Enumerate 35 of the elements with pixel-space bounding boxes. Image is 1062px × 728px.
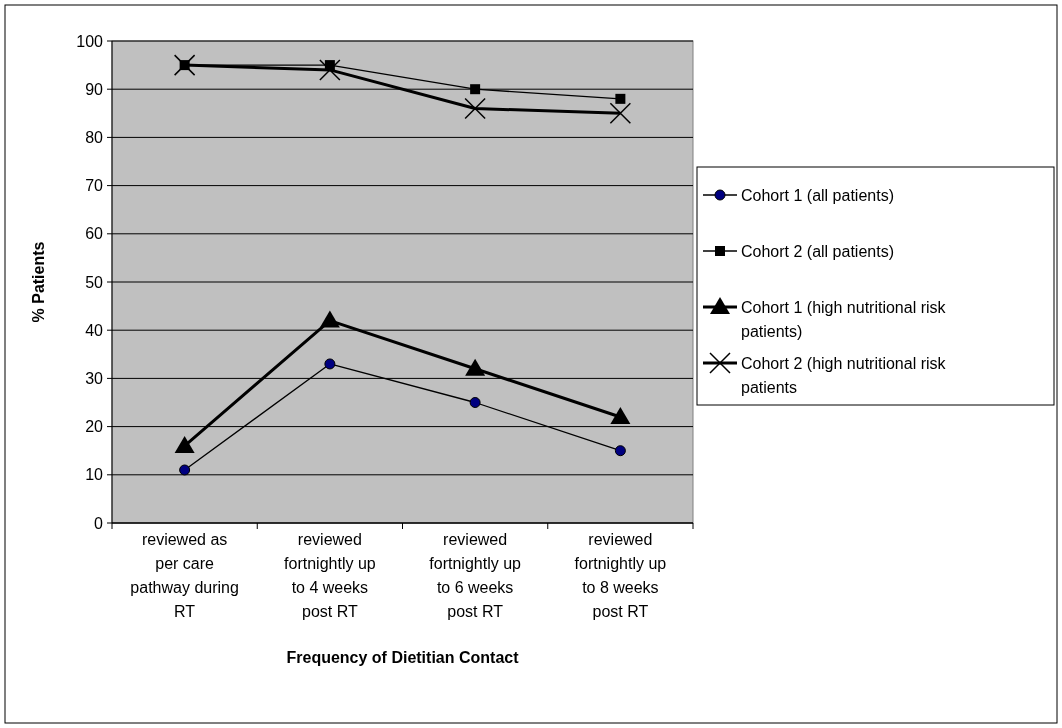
y-axis-title: % Patients <box>30 241 47 323</box>
legend-label: Cohort 2 (high nutritional risk patients <box>741 354 947 396</box>
legend-label: Cohort 1 (high nutritional risk patients) <box>741 298 947 340</box>
y-tick-label: 90 <box>85 80 104 98</box>
point <box>610 406 631 424</box>
legend-label: Cohort 2 (all patients) <box>741 242 894 260</box>
y-tick-label: 60 <box>85 225 104 243</box>
y-tick-label: 100 <box>76 32 104 50</box>
point <box>615 93 626 104</box>
point <box>173 54 196 76</box>
y-tick-label: 70 <box>85 177 104 195</box>
x-tick-label: reviewed fortnightly up to 8 weeks post RT <box>574 531 667 620</box>
point <box>464 97 486 120</box>
point <box>609 102 632 125</box>
y-tick-label: 10 <box>85 466 104 484</box>
x-tick-label: reviewed fortnightly up to 6 weeks post RT <box>429 531 522 620</box>
x-axis-title: Frequency of Dietitian Contact <box>286 649 520 666</box>
point <box>465 358 486 376</box>
point <box>179 464 191 476</box>
legend-label: Cohort 1 (all patients) <box>741 186 894 204</box>
y-tick-label: 40 <box>85 321 104 339</box>
y-tick-label: 50 <box>85 273 104 291</box>
y-tick-label: 80 <box>85 129 104 146</box>
x-tick-label: reviewed as per care pathway during RT <box>130 531 239 620</box>
point <box>614 445 626 457</box>
x-tick-label: reviewed fortnightly up to 4 weeks post RT <box>284 531 376 620</box>
y-tick-label: 30 <box>85 370 104 387</box>
point <box>319 310 340 328</box>
point <box>174 435 195 453</box>
y-tick-label: 20 <box>85 418 104 436</box>
point <box>324 358 336 370</box>
point <box>319 59 341 81</box>
point <box>469 397 481 408</box>
y-tick-label: 0 <box>94 514 104 532</box>
point <box>470 84 481 95</box>
